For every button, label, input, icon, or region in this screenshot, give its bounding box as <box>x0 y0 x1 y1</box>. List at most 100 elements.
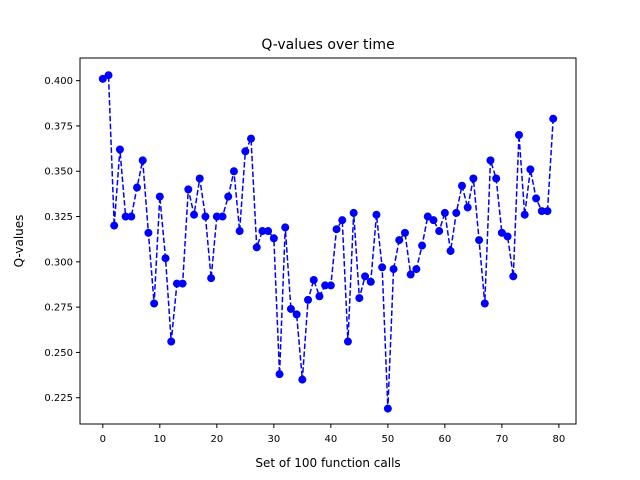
data-point <box>298 375 307 384</box>
data-point <box>418 241 427 250</box>
data-point <box>144 228 153 237</box>
data-point <box>469 174 478 183</box>
data-point <box>503 232 512 241</box>
y-tick-label: 0.250 <box>44 348 73 359</box>
x-tick-label: 10 <box>153 434 166 445</box>
data-point <box>361 272 370 281</box>
data-point <box>115 145 124 154</box>
x-tick-label: 30 <box>267 434 280 445</box>
x-axis: 0 10 20 30 40 50 60 70 80 <box>100 424 565 445</box>
data-point <box>281 223 290 232</box>
data-point <box>326 281 335 290</box>
y-tick-label: 0.350 <box>44 167 73 178</box>
y-tick-label: 0.300 <box>44 257 73 268</box>
data-point <box>526 165 535 174</box>
data-point <box>247 134 256 143</box>
data-point <box>161 254 170 263</box>
data-point <box>549 114 558 123</box>
data-point <box>514 131 523 140</box>
data-point <box>207 274 216 283</box>
data-point <box>212 212 221 221</box>
data-point <box>332 225 341 234</box>
data-point <box>440 208 449 217</box>
y-tick-label: 0.275 <box>44 303 73 314</box>
data-point <box>446 246 455 255</box>
data-point <box>509 272 518 281</box>
data-point <box>537 207 546 216</box>
data-point <box>98 74 107 83</box>
data-point <box>452 208 461 217</box>
data-point <box>475 236 484 245</box>
data-point <box>309 275 318 284</box>
data-point <box>457 181 466 190</box>
data-point <box>286 304 295 313</box>
data-point <box>497 228 506 237</box>
data-point <box>543 207 552 216</box>
data-point <box>195 174 204 183</box>
x-tick-label: 40 <box>324 434 337 445</box>
data-point <box>389 265 398 274</box>
data-point <box>486 156 495 165</box>
data-point <box>172 279 181 288</box>
x-tick-label: 20 <box>210 434 223 445</box>
data-point <box>429 216 438 225</box>
data-point <box>400 228 409 237</box>
data-point <box>383 404 392 413</box>
data-point <box>110 221 119 230</box>
data-point <box>366 277 375 286</box>
x-tick-label: 60 <box>439 434 452 445</box>
data-point <box>150 299 159 308</box>
data-point <box>138 156 147 165</box>
x-tick-label: 0 <box>100 434 106 445</box>
y-tick-label: 0.225 <box>44 393 73 404</box>
y-tick-label: 0.400 <box>44 76 73 87</box>
data-point <box>480 299 489 308</box>
data-point <box>372 210 381 219</box>
data-point <box>275 370 284 379</box>
data-point <box>532 194 541 203</box>
data-point <box>355 294 364 303</box>
data-point <box>167 337 176 346</box>
data-point <box>235 227 244 236</box>
data-point <box>218 212 227 221</box>
data-point <box>492 174 501 183</box>
chart-title: Q-values over time <box>261 37 394 53</box>
data-point <box>315 292 324 301</box>
data-point <box>378 263 387 272</box>
data-point <box>269 234 278 243</box>
data-point <box>406 270 415 279</box>
data-point <box>258 227 267 236</box>
data-point <box>463 203 472 212</box>
x-axis-label: Set of 100 function calls <box>255 456 400 470</box>
data-point <box>224 192 233 201</box>
data-point <box>343 337 352 346</box>
data-point <box>104 71 113 80</box>
data-point <box>155 192 164 201</box>
y-axis: 0.225 0.250 0.275 0.300 0.325 0.350 0.375 0.400 <box>44 76 80 404</box>
y-axis-label: Q-values <box>12 215 26 268</box>
data-point <box>423 212 432 221</box>
y-tick-label: 0.375 <box>44 121 73 132</box>
data-point <box>229 167 238 176</box>
data-point <box>349 208 358 217</box>
x-tick-label: 70 <box>496 434 509 445</box>
axes-frame <box>79 57 577 425</box>
data-point <box>190 210 199 219</box>
data-point <box>338 216 347 225</box>
data-point <box>395 236 404 245</box>
plot-area <box>98 71 558 413</box>
data-point <box>520 210 529 219</box>
data-point <box>264 227 273 236</box>
data-point <box>321 281 330 290</box>
data-point <box>201 212 210 221</box>
data-point <box>121 212 130 221</box>
data-point <box>412 265 421 274</box>
data-point <box>435 227 444 236</box>
data-point <box>178 279 187 288</box>
y-tick-label: 0.325 <box>44 212 73 223</box>
data-point <box>292 310 301 319</box>
data-point <box>133 183 142 192</box>
data-point <box>252 243 261 252</box>
